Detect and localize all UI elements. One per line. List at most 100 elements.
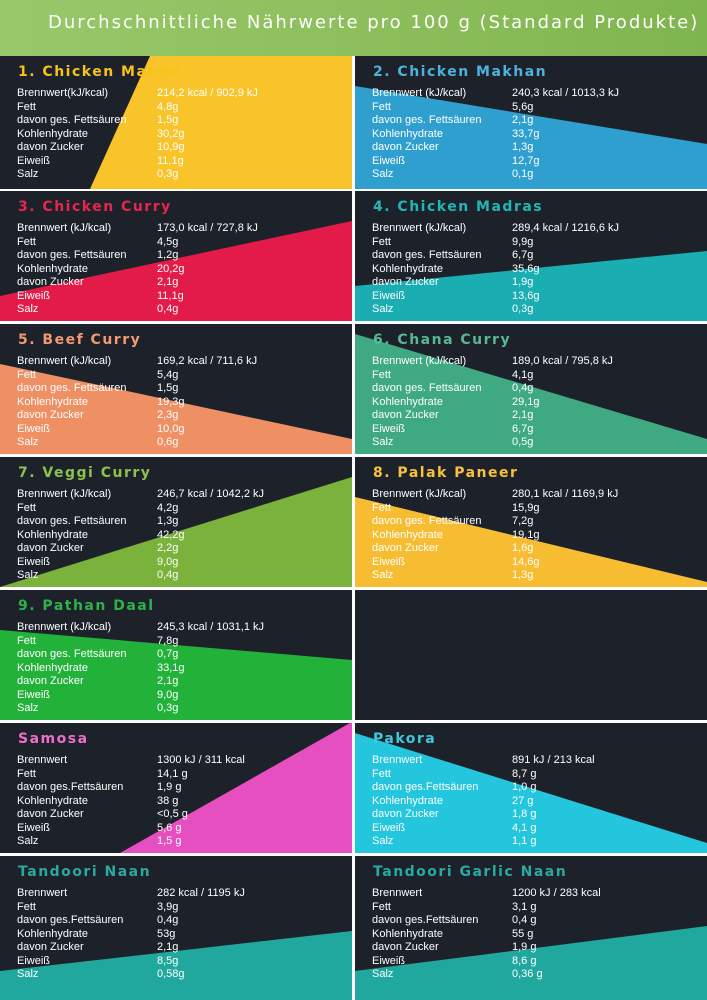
nutrient-label: Brennwert(kJ/kcal) [17,87,109,99]
accent-triangle [355,497,707,587]
nutrition-row: davon ges. Fettsäuren 0,7g [17,648,337,662]
nutrient-label: davon ges. Fettsäuren [372,114,482,126]
nutrient-label: Brennwert (kJ/kcal) [17,621,112,633]
nutrition-row: Eiweiß 9,0g [17,689,337,703]
nutrition-table: Brennwert 1300 kJ / 311 kcal Fett 14,1 g dav… [17,754,337,849]
nutrient-label: Brennwert (kJ/kcal) [372,87,467,99]
nutrient-label: Salz [17,168,39,180]
nutrient-value: 9,0g [157,555,179,568]
nutrient-value: 1,5 g [157,835,182,847]
nutrition-row: Salz 0,1g [372,168,692,182]
nutrition-row: Fett 5,6g [372,101,692,115]
nutrient-value: 4,1g [512,368,534,381]
nutrient-value: 1,5g [157,114,179,126]
nutrition-row: davon ges.Fettsäuren 1,0 g [372,781,692,795]
nutrient-label: davon Zucker [17,409,84,421]
nutrition-row: Brennwert (kJ/kcal) 240,3 kcal / 1013,3 k… [372,87,692,101]
nutrition-row: davon Zucker 10,9g [17,141,337,155]
nutrient-value: 214,2 kcal / 902,9 kJ [157,87,258,99]
nutrient-value: 0,1g [512,168,534,180]
nutrient-value: 1,3g [512,141,534,153]
nutrition-table: Brennwert 282 kcal / 1195 kJ Fett 3,9g davon… [17,887,337,982]
nutrition-table: Brennwert(kJ/kcal) 214,2 kcal / 902,9 kJ F… [17,87,337,182]
nutrient-label: davon Zucker [17,141,84,153]
nutrient-value: 13,6g [512,289,540,302]
nutrient-value: 245,3 kcal / 1031,1 kJ [157,621,265,633]
nutrient-label: Brennwert [17,887,68,899]
nutrient-value: 10,9g [157,141,185,153]
nutrient-value: 0,5g [512,436,534,448]
nutrient-value: 5,4g [157,368,179,381]
nutrition-row: Brennwert (kJ/kcal) 289,4 kcal / 1216,6 k… [372,222,692,236]
nutrient-label: Eiweiß [17,821,51,834]
nutrient-label: Eiweiß [17,688,51,701]
nutrient-value: 240,3 kcal / 1013,3 kJ [512,87,620,99]
nutrition-row: Salz 0,58g [17,968,337,982]
accent-shape [0,931,352,1000]
nutrition-table: Brennwert (kJ/kcal) 246,7 kcal / 1042,2 k… [17,488,337,583]
nutrition-row: Brennwert (kJ/kcal) 173,0 kcal / 727,8 kJ [17,222,337,236]
nutrient-label: davon ges.Fettsäuren [17,781,124,793]
nutrient-value: 53g [157,927,176,940]
nutrient-label: Eiweiß [372,555,406,568]
nutrient-value: 1,9 g [157,781,182,793]
nutrition-row: Kohlenhydrate 38 g [17,795,337,809]
nutrient-label: Kohlenhydrate [17,127,88,140]
nutrient-value: 1,9g [512,276,534,288]
nutrition-row: Fett 4,2g [17,502,337,516]
nutrient-value: 280,1 kcal / 1169,9 kJ [512,488,619,500]
nutrition-panel: 9. Pathan Daal Brennwert (kJ/kcal) 245,3 k… [0,590,352,720]
nutrition-table: Brennwert (kJ/kcal) 280,1 kcal / 1169,9 k… [372,488,692,583]
accent-shape [0,221,352,321]
nutrient-label: Kohlenhydrate [372,927,443,940]
nutrition-row: Brennwert (kJ/kcal) 246,7 kcal / 1042,2 k… [17,488,337,502]
nutrition-row: Salz 0,3g [372,303,692,317]
nutrition-row: davon ges.Fettsäuren 0,4 g [372,914,692,928]
nutrition-row: Fett 9,9g [372,236,692,250]
nutrition-row: Salz 0,4g [17,569,337,583]
nutrient-label: davon Zucker [372,542,439,554]
nutrient-value: 169,2 kcal / 711,6 kJ [157,355,258,367]
accent-shape [0,630,352,720]
nutrient-label: davon ges. Fettsäuren [17,382,127,394]
nutrient-value: 19,3g [157,395,185,408]
accent-shape [355,334,707,454]
accent-triangle [355,251,707,321]
nutrition-table: Brennwert (kJ/kcal) 173,0 kcal / 727,8 kJ… [17,222,337,317]
nutrient-value: 0,3g [512,303,534,315]
nutrition-row: Fett 3,1 g [372,901,692,915]
nutrition-table: Brennwert 1200 kJ / 283 kcal Fett 3,1 g davo… [372,887,692,982]
nutrient-value: 2,1g [157,276,179,288]
panel-title: 3. Chicken Curry [18,199,172,215]
nutrition-table: Brennwert 891 kJ / 213 kcal Fett 8,7 g davon… [372,754,692,849]
nutrient-label: Salz [372,168,394,180]
nutrient-value: 14,6g [512,555,540,568]
nutrient-value: 2,3g [157,409,179,421]
nutrient-label: Salz [372,968,394,980]
nutrient-label: Kohlenhydrate [372,127,443,140]
nutrition-row: davon Zucker 2,2g [17,542,337,556]
nutrient-value: 0,4g [157,303,179,315]
nutrient-label: davon Zucker [372,941,439,953]
nutrient-label: davon Zucker [17,941,84,953]
nutrient-label: davon ges. Fettsäuren [17,515,127,527]
nutrition-row: Fett 4,8g [17,101,337,115]
nutrient-value: 1,3g [157,515,179,527]
nutrition-row: Brennwert (kJ/kcal) 245,3 kcal / 1031,1 k… [17,621,337,635]
nutrient-label: Brennwert [372,887,423,899]
nutrient-value: 1300 kJ / 311 kcal [157,754,245,766]
nutrient-label: davon ges. Fettsäuren [17,249,127,261]
nutrient-label: Brennwert (kJ/kcal) [17,222,112,234]
nutrient-label: davon ges. Fettsäuren [17,648,127,660]
accent-triangle [355,926,707,1000]
panel-title: Pakora [373,731,437,747]
panel-title: 4. Chicken Madras [373,199,544,215]
nutrition-row: davon Zucker 1,3g [372,141,692,155]
nutrition-row: Eiweiß 13,6g [372,290,692,304]
nutrition-row: davon ges. Fettsäuren 7,2g [372,515,692,529]
nutrition-row: Eiweiß 9,0g [17,556,337,570]
nutrient-label: Kohlenhydrate [17,661,88,674]
nutrient-value: 1200 kJ / 283 kcal [512,887,601,899]
nutrition-row: davon Zucker 1,9 g [372,941,692,955]
nutrient-value: 891 kJ / 213 kcal [512,754,595,766]
